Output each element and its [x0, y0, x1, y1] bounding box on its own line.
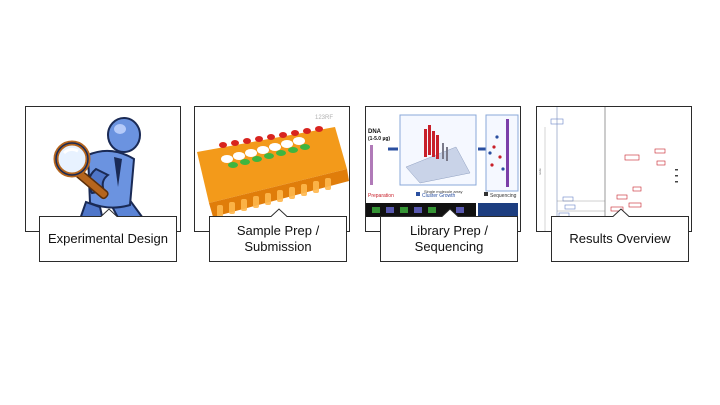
svg-text:Sequencing: Sequencing	[490, 193, 517, 199]
library-prep-image: DNA (1-5.0 µg) Single molecule array	[365, 106, 521, 232]
results-overview-image: node	[536, 106, 692, 232]
svg-text:Single molecule array: Single molecule array	[424, 189, 462, 194]
svg-text:DNA: DNA	[368, 129, 382, 135]
experimental-design-callout: Experimental Design	[39, 208, 177, 262]
library-prep-label: Library Prep / Sequencing	[409, 223, 489, 254]
sequencing-workflow-figure: DNA (1-5.0 µg) Single molecule array	[366, 114, 519, 217]
results-overview-callout: Results Overview	[551, 208, 689, 262]
svg-text:123RF: 123RF	[315, 115, 333, 121]
sample-prep-label: Sample Prep / Submission	[236, 223, 320, 254]
sample-prep-callout: Sample Prep / Submission	[209, 208, 347, 262]
experimental-design-image	[25, 106, 181, 232]
svg-text:Preparation: Preparation	[368, 193, 394, 199]
detective-figure-icon	[53, 117, 150, 226]
library-prep-callout: Library Prep / Sequencing	[380, 208, 518, 262]
tube-strip-plate-icon: 123RF	[197, 115, 349, 217]
results-plot-figure: node	[538, 107, 678, 231]
svg-text:(1-5.0 µg): (1-5.0 µg)	[368, 136, 390, 142]
svg-text:node: node	[538, 168, 542, 175]
svg-text:Cluster Growth: Cluster Growth	[422, 193, 456, 199]
experimental-design-label: Experimental Design	[48, 231, 168, 246]
results-overview-label: Results Overview	[569, 231, 671, 246]
sample-prep-image: 123RF	[194, 106, 350, 232]
